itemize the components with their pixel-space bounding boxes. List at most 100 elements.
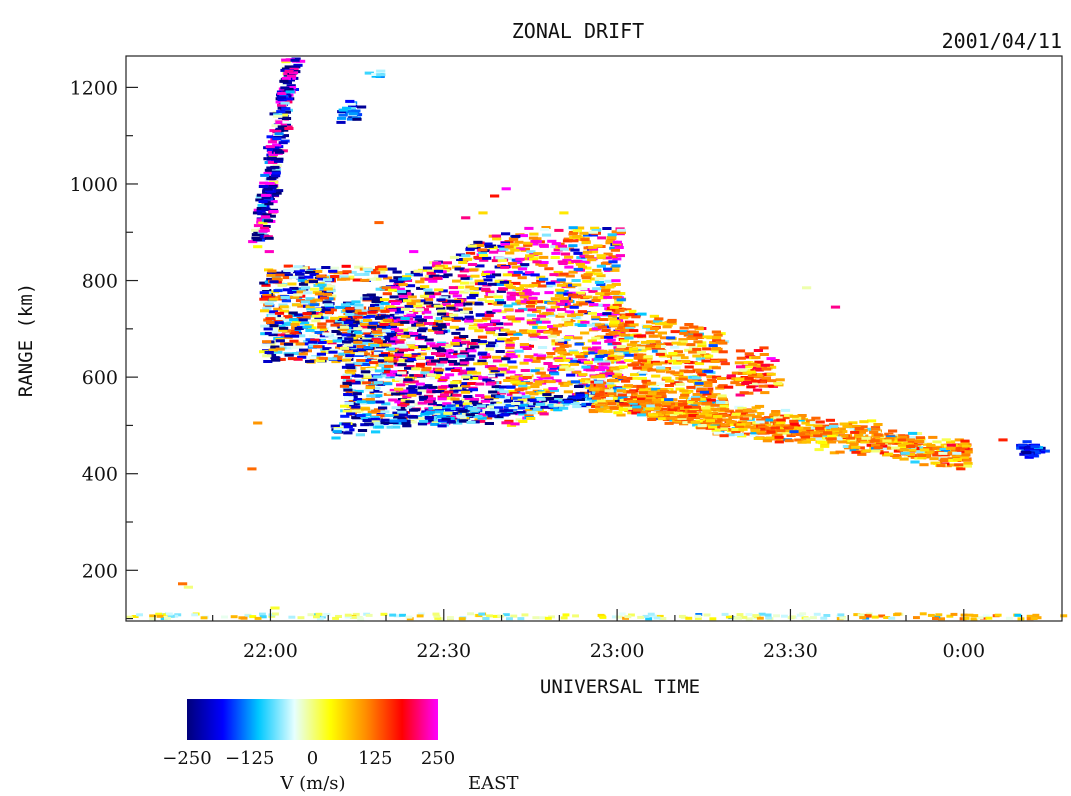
data-cell [813, 612, 821, 616]
data-cell [548, 327, 558, 331]
data-cell [616, 360, 626, 364]
data-cell [322, 300, 332, 304]
data-cell [262, 294, 272, 297]
data-cell [336, 332, 346, 336]
data-cell [609, 406, 619, 410]
data-cell [907, 435, 918, 439]
data-cell [269, 325, 280, 329]
data-cell [476, 419, 486, 423]
data-cell [482, 256, 492, 260]
data-cell [670, 415, 680, 419]
data-cell [443, 273, 453, 277]
data-cell [317, 277, 327, 281]
data-cell [394, 310, 405, 314]
data-cell [351, 300, 361, 304]
data-cell [696, 426, 706, 430]
data-cell [684, 348, 694, 352]
data-cell [515, 418, 525, 422]
data-cell [433, 371, 444, 375]
data-cell [582, 279, 592, 283]
data-cell [873, 423, 883, 426]
data-cell [490, 401, 500, 405]
data-cell [651, 398, 662, 402]
data-cell [467, 382, 477, 385]
data-cell [609, 334, 620, 338]
data-cell [460, 276, 470, 280]
data-cell [406, 387, 416, 391]
data-cell [765, 436, 775, 440]
data-cell [428, 370, 438, 374]
x-tick-label: 0:00 [942, 640, 985, 662]
data-cell [428, 279, 438, 283]
data-cell [919, 463, 929, 467]
data-cell [354, 330, 364, 334]
data-cell [736, 423, 746, 427]
data-cell [340, 404, 350, 408]
data-cell [283, 315, 293, 319]
data-cell [604, 339, 614, 343]
data-cell [873, 433, 883, 437]
data-cell [614, 301, 624, 304]
data-cell [406, 313, 416, 317]
data-cell [257, 203, 267, 207]
data-cell [663, 323, 673, 327]
data-cell [467, 407, 477, 411]
data-cell [761, 423, 771, 427]
data-cell [653, 616, 661, 620]
data-cell [367, 357, 377, 361]
data-cell [956, 467, 966, 471]
data-cell [269, 280, 279, 284]
data-cell [659, 368, 670, 372]
data-cell [418, 335, 428, 339]
data-cell [464, 315, 474, 319]
data-cell [611, 389, 621, 393]
data-cell [716, 332, 726, 336]
data-cell [323, 612, 331, 616]
data-cell [362, 413, 372, 417]
data-cell [888, 429, 898, 433]
data-cell [915, 436, 925, 440]
data-cell [262, 307, 272, 311]
data-cell [609, 305, 619, 309]
data-cell [417, 352, 427, 356]
data-cell [423, 384, 433, 388]
data-cell [491, 319, 501, 323]
data-cell [607, 317, 618, 321]
data-cell [465, 357, 475, 361]
data-cell [749, 382, 759, 386]
data-cell [310, 338, 320, 342]
data-cell [354, 265, 364, 269]
data-cell [596, 254, 606, 258]
data-cell [589, 303, 599, 307]
data-cell [331, 330, 341, 333]
data-cell [632, 398, 642, 402]
data-cell [336, 344, 346, 348]
data-cell [605, 241, 615, 245]
data-cell [739, 412, 749, 416]
data-cell [673, 411, 683, 415]
data-cell [341, 317, 351, 321]
data-cell [679, 331, 689, 335]
data-cell [447, 360, 458, 363]
data-cell [510, 248, 520, 252]
data-cell [696, 394, 706, 398]
data-cell [438, 378, 448, 381]
data-cell [854, 433, 864, 437]
data-cell [540, 405, 550, 409]
data-cell [694, 327, 704, 331]
data-cell [719, 434, 729, 438]
data-cell [263, 360, 273, 363]
data-cell [313, 270, 323, 273]
data-cell [267, 161, 277, 164]
data-cell [355, 433, 365, 437]
data-cell [389, 370, 400, 374]
data-cell [594, 359, 604, 363]
data-cell [364, 355, 374, 359]
data-cell [603, 396, 613, 400]
data-cell [346, 366, 356, 370]
data-cell [612, 341, 622, 345]
data-cell [417, 318, 427, 322]
data-cell [827, 440, 837, 444]
data-cell [900, 451, 910, 455]
data-cell [590, 387, 600, 391]
